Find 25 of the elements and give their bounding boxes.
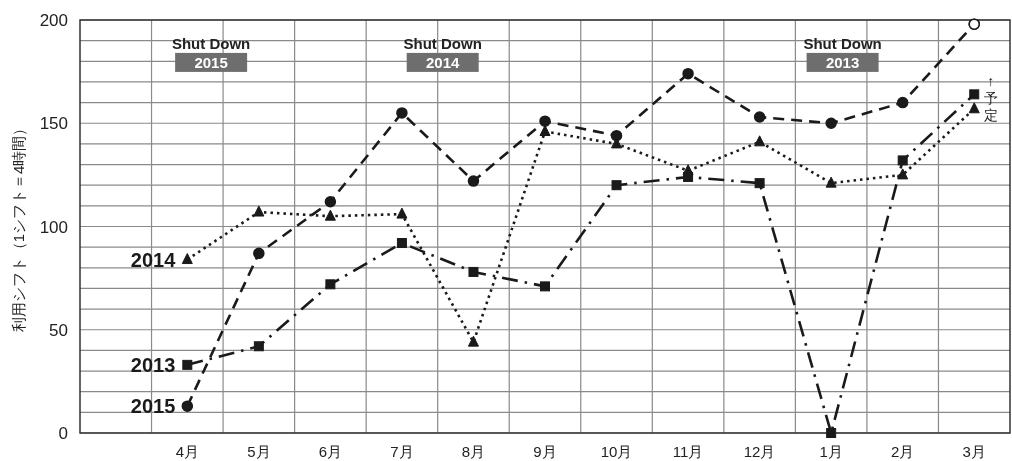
x-tick-label: 1月 bbox=[819, 443, 843, 460]
series-label: 2013 bbox=[130, 353, 176, 376]
x-tick-label: 7月 bbox=[390, 443, 414, 460]
series-label: 2015 bbox=[130, 395, 176, 418]
y-tick-label: 50 bbox=[49, 320, 68, 340]
x-tick-label: 4月 bbox=[175, 443, 199, 460]
x-tick-label: 12月 bbox=[743, 443, 776, 460]
annotation: Shut Down 2015 bbox=[171, 34, 251, 71]
x-tick-label: 3月 bbox=[962, 443, 986, 460]
y-tick-label: 200 bbox=[39, 11, 68, 30]
annotation: Shut Down 2014 bbox=[403, 34, 482, 71]
x-tick-label: 11月 bbox=[672, 443, 704, 460]
x-tick-label: 9月 bbox=[533, 443, 557, 460]
x-tick-label: 8月 bbox=[461, 443, 486, 460]
x-tick-label: 10月 bbox=[600, 443, 633, 460]
annotation: ↑予定 bbox=[983, 73, 998, 124]
annotation: Shut Down 2013 bbox=[803, 34, 882, 71]
x-tick-label: 6月 bbox=[318, 443, 343, 460]
y-axis-title: 利用シフト（1シフト＝4時間） bbox=[10, 120, 27, 333]
y-tick-label: 150 bbox=[39, 114, 68, 134]
series-label: 2014 bbox=[130, 248, 177, 271]
x-tick-label: 2月 bbox=[891, 443, 915, 460]
y-tick-label: 100 bbox=[39, 217, 68, 237]
y-tick-label: 0 bbox=[58, 424, 68, 443]
x-tick-label: 5月 bbox=[247, 443, 271, 460]
